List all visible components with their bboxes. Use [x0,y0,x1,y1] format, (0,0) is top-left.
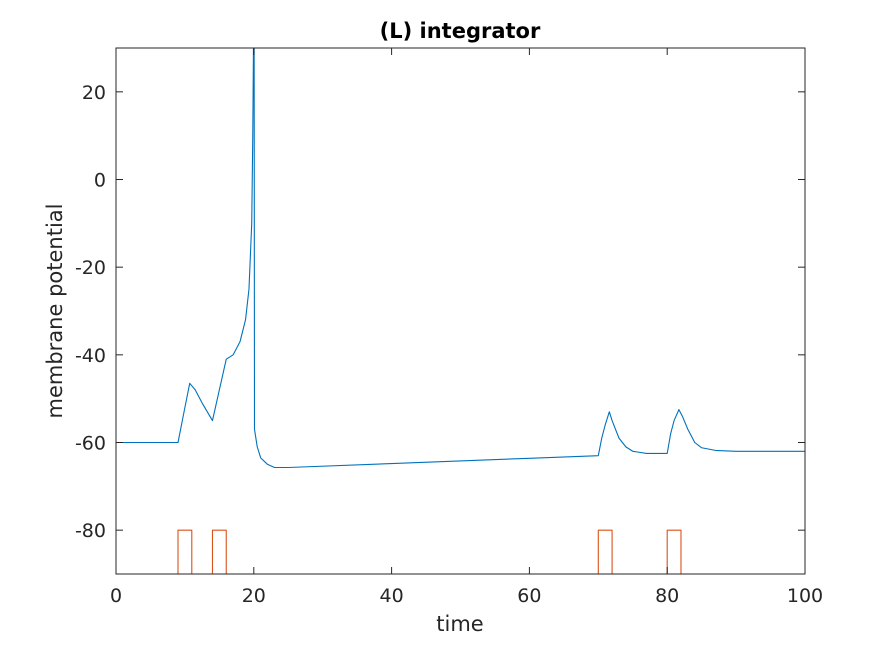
y-tick-label: 0 [94,170,106,192]
x-tick-label: 60 [517,585,541,607]
chart-title: (L) integrator [380,19,541,43]
y-tick-label: -60 [75,433,106,455]
y-tick-label: -80 [75,520,106,542]
x-tick-label: 80 [655,585,679,607]
axes-box [115,47,806,575]
x-tick-label: 20 [242,585,266,607]
plot-area [116,48,805,574]
y-tick-label: -20 [75,257,106,279]
series-line-2 [116,529,805,574]
y-axis-label: membrane potential [43,204,67,419]
x-tick-label: 100 [787,585,823,607]
x-tick-label: 40 [380,585,404,607]
series-layer [116,48,805,574]
y-tick-label: 20 [82,82,106,104]
ticks-layer: 0 20 40 60 80 100 -80 -60 -40 -20 0 20 [75,48,823,607]
y-tick-label: -40 [75,345,106,367]
x-tick-label: 0 [110,585,122,607]
series-line-1 [116,48,805,469]
x-axis-label: time [436,612,483,636]
